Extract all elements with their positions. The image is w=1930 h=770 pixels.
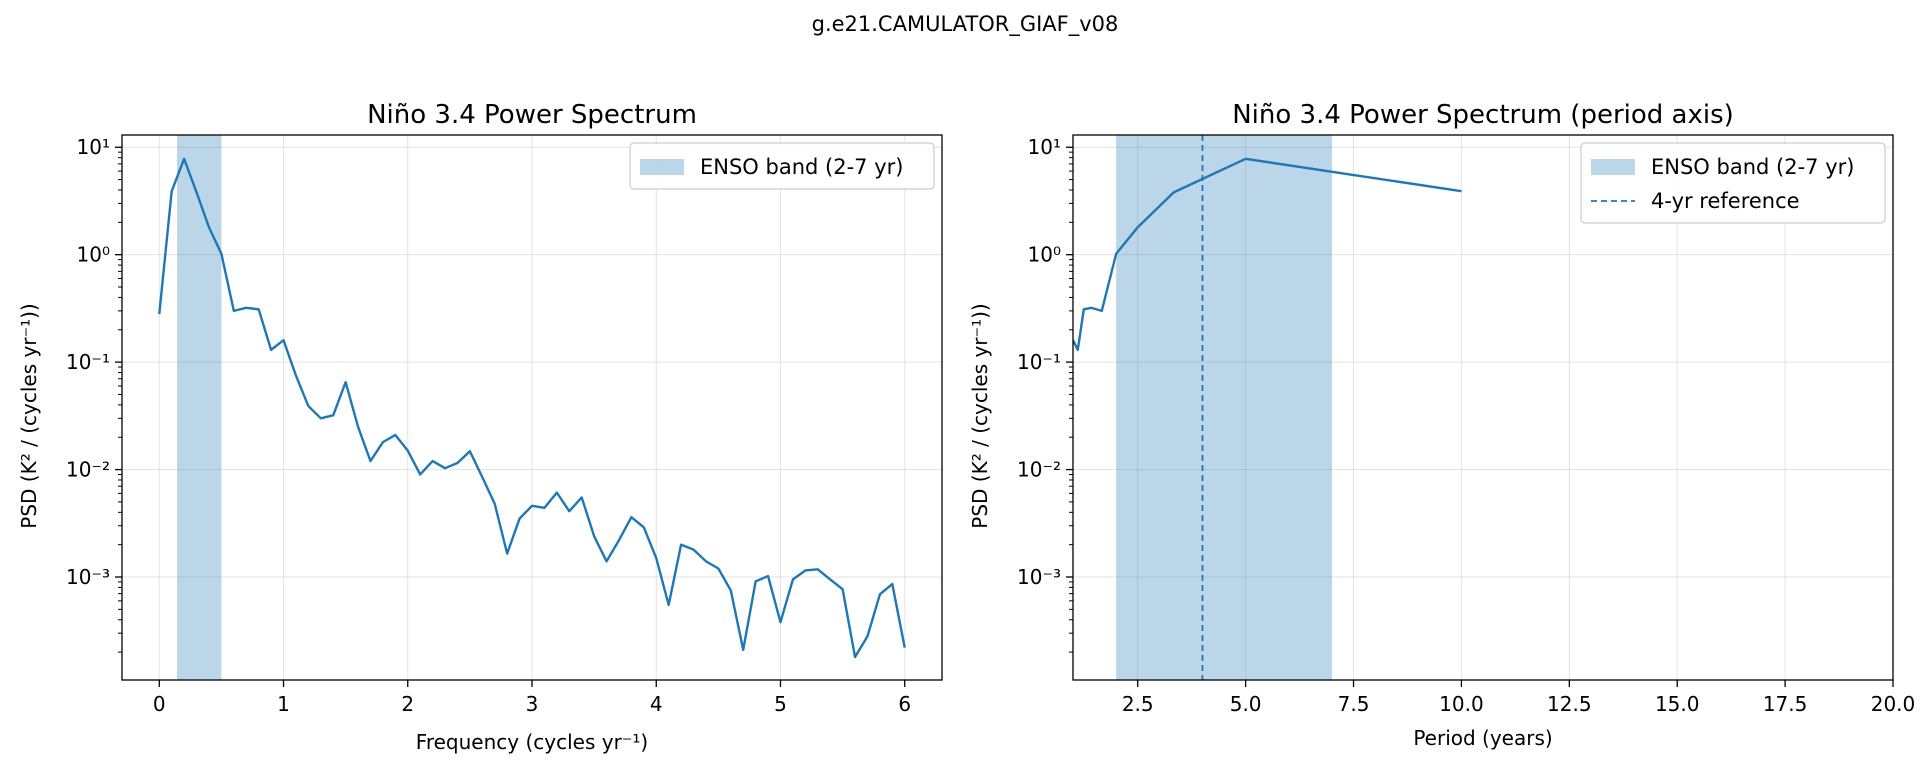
x-tick-label: 4 <box>650 692 663 716</box>
x-tick-label: 2.5 <box>1122 692 1154 716</box>
psd-series-line <box>1073 157 1462 352</box>
plot-frame <box>1072 134 1894 681</box>
y-tick-label: 10⁻² <box>1017 458 1061 482</box>
x-tick-label: 10.0 <box>1439 692 1484 716</box>
enso-band <box>177 135 222 680</box>
x-axis-label: Period (years) <box>1413 726 1552 750</box>
panel-title: Niño 3.4 Power Spectrum (period axis) <box>1232 100 1734 130</box>
y-tick-label: 10⁻¹ <box>1017 350 1061 374</box>
x-tick-label: 15.0 <box>1655 692 1700 716</box>
legend-reference-label: 4-yr reference <box>1651 189 1800 213</box>
y-tick-label: 10⁻² <box>66 458 110 482</box>
legend-band-swatch <box>1591 159 1635 175</box>
y-tick-label: 10¹ <box>77 135 110 159</box>
period-spectrum-panel: Niño 3.4 Power Spectrum (period axis) Pe… <box>968 100 1915 750</box>
x-tick-label: 12.5 <box>1547 692 1592 716</box>
figure-suptitle: g.e21.CAMULATOR_GIAF_v08 <box>812 12 1119 37</box>
x-tick-label: 1 <box>277 692 290 716</box>
y-tick-label: 10¹ <box>1028 135 1061 159</box>
legend-band-label: ENSO band (2-7 yr) <box>700 155 903 179</box>
x-tick-label: 7.5 <box>1338 692 1370 716</box>
y-axis-label: PSD (K² / (cycles yr⁻¹)) <box>17 303 41 528</box>
y-tick-label: 10⁻³ <box>66 565 110 589</box>
x-tick-label: 0 <box>153 692 166 716</box>
legend-band-label: ENSO band (2-7 yr) <box>1651 155 1854 179</box>
y-tick-label: 10⁻³ <box>1017 565 1061 589</box>
frequency-spectrum-panel: Niño 3.4 Power Spectrum Frequency (cycle… <box>17 100 943 754</box>
y-tick-label: 10⁻¹ <box>66 350 110 374</box>
y-axis-label: PSD (K² / (cycles yr⁻¹)) <box>968 303 992 528</box>
x-tick-label: 5 <box>774 692 787 716</box>
x-tick-label: 2 <box>401 692 414 716</box>
x-tick-label: 17.5 <box>1763 692 1808 716</box>
x-tick-label: 5.0 <box>1230 692 1262 716</box>
psd-series-line <box>158 157 906 659</box>
x-tick-label: 3 <box>526 692 539 716</box>
y-tick-label: 10⁰ <box>1028 243 1061 267</box>
enso-band <box>1116 135 1332 680</box>
legend-box <box>629 142 935 190</box>
legend-band-swatch <box>640 159 684 175</box>
x-axis-label: Frequency (cycles yr⁻¹) <box>416 730 648 754</box>
legend-box <box>1580 142 1886 224</box>
y-tick-label: 10⁰ <box>77 243 110 267</box>
x-tick-label: 6 <box>898 692 911 716</box>
panel-title: Niño 3.4 Power Spectrum <box>367 100 697 130</box>
x-tick-label: 20.0 <box>1871 692 1916 716</box>
